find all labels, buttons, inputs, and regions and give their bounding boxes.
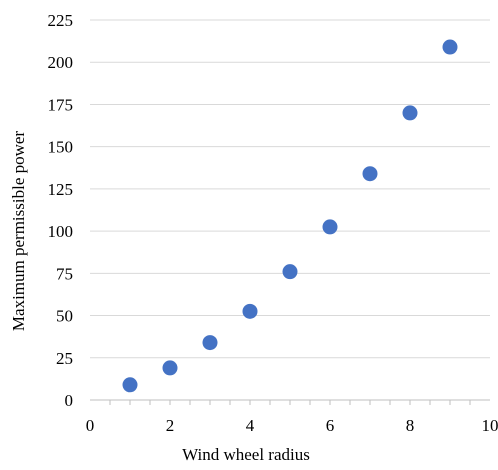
x-axis bbox=[90, 400, 490, 405]
y-tick-label: 50 bbox=[56, 307, 73, 326]
data-point bbox=[203, 335, 218, 350]
y-tick-label: 175 bbox=[48, 95, 74, 114]
y-tick-labels: 0 25 50 75 100 125 150 175 200 225 bbox=[48, 11, 74, 410]
x-tick-label: 10 bbox=[482, 416, 498, 435]
y-tick-label: 0 bbox=[65, 391, 74, 410]
y-tick-label: 25 bbox=[56, 349, 73, 368]
data-point bbox=[123, 377, 138, 392]
x-tick-label: 8 bbox=[406, 416, 415, 435]
y-tick-label: 125 bbox=[48, 180, 74, 199]
data-point bbox=[163, 360, 178, 375]
data-point bbox=[323, 219, 338, 234]
y-tick-label: 225 bbox=[48, 11, 74, 30]
y-tick-label: 200 bbox=[48, 53, 74, 72]
y-axis-label: Maximum permissible power bbox=[9, 131, 28, 332]
y-tick-label: 150 bbox=[48, 138, 74, 157]
data-point bbox=[243, 304, 258, 319]
x-tick-label: 4 bbox=[246, 416, 255, 435]
data-point bbox=[443, 40, 458, 55]
y-tick-label: 75 bbox=[56, 264, 73, 283]
y-tick-label: 100 bbox=[48, 222, 74, 241]
gridlines bbox=[90, 20, 490, 358]
x-tick-label: 6 bbox=[326, 416, 335, 435]
data-points bbox=[123, 40, 458, 393]
data-point bbox=[403, 105, 418, 120]
x-axis-label: Wind wheel radius bbox=[182, 445, 310, 464]
x-tick-label: 2 bbox=[166, 416, 175, 435]
x-tick-label: 0 bbox=[86, 416, 95, 435]
x-tick-labels: 0 2 4 6 8 10 bbox=[86, 416, 498, 435]
data-point bbox=[283, 264, 298, 279]
data-point bbox=[363, 166, 378, 181]
